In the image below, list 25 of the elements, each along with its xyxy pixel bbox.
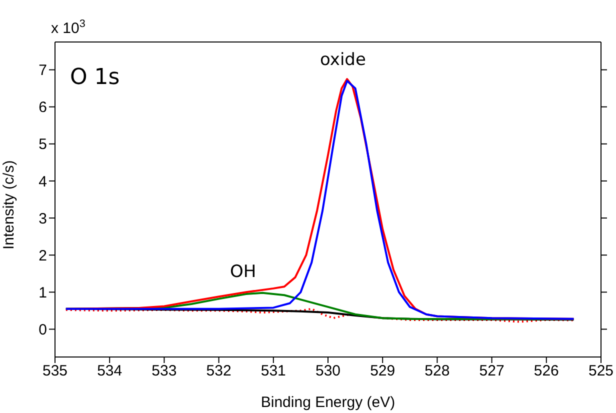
text: x 10$^{3}$ (51, 18, 86, 37)
x-tick-label: 531 (260, 362, 286, 380)
annotation: oxide (320, 50, 366, 70)
y-tick-label: 4 (38, 173, 47, 190)
y-tick-label: 1 (38, 284, 47, 302)
y-tick-label: 5 (38, 136, 47, 154)
x-tick-label: 529 (370, 362, 396, 380)
x-tick-label: 532 (206, 362, 232, 380)
annotation: O 1s (70, 65, 120, 90)
x-tick-label: 533 (152, 362, 177, 380)
x-tick-label: 535 (42, 362, 68, 380)
y-tick-label: 6 (38, 99, 47, 116)
x-tick-label: 525 (588, 362, 614, 380)
annotation: OH (230, 262, 256, 282)
y-tick-label: 3 (38, 210, 47, 228)
x-tick-label: 530 (315, 362, 341, 380)
x-tick-label: 527 (479, 362, 504, 380)
x-tick-label: 534 (97, 362, 122, 380)
x-tick-label: 526 (534, 362, 559, 380)
y-tick-label: 2 (38, 247, 47, 264)
y-axis-title: Intensity (c/s) (0, 160, 18, 250)
y-tick-label: 0 (38, 322, 47, 339)
x-tick-label: 528 (424, 362, 450, 380)
y-tick-label: 7 (38, 62, 47, 80)
x-axis-title: Binding Energy (eV) (260, 394, 396, 411)
